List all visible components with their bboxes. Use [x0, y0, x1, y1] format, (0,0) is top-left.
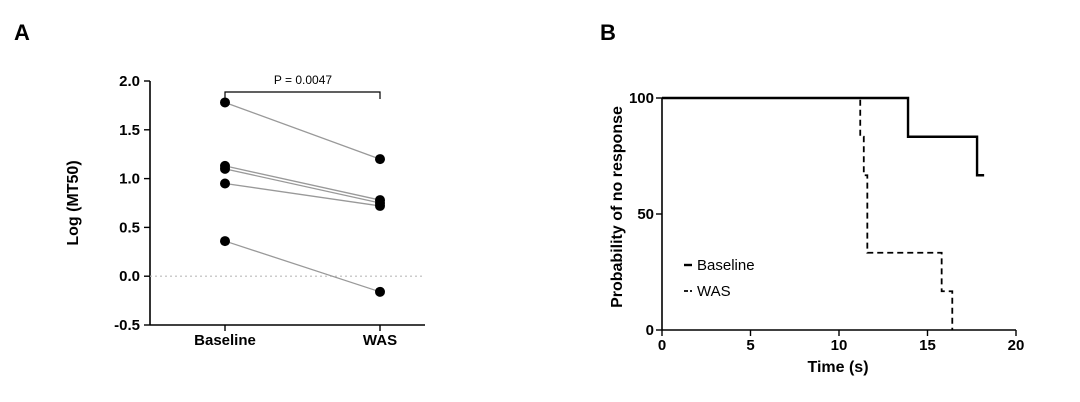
panel-a-y-axis-title: Log (MT50)	[65, 160, 82, 245]
panel-a-y-tick-label: 1.5	[119, 122, 140, 139]
panel-b-x-tick-label: 15	[919, 337, 936, 354]
panel-a-y-tick-label: 0.0	[119, 268, 140, 285]
panel-a-x-tick-label: WAS	[363, 332, 397, 349]
legend-label-baseline: Baseline	[697, 257, 755, 274]
panel-a-baseline-point	[220, 236, 230, 247]
panel-b-y-axis-title: Probability of no response	[609, 106, 626, 308]
panel-b: B Probability of no response Time (s) 10…	[600, 20, 1024, 376]
panel-a-y-tick-label: 2.0	[119, 73, 140, 90]
panel-b-x-tick-label: 0	[658, 337, 666, 354]
panel-a-axes	[149, 81, 425, 326]
panel-a-significance-bracket	[224, 91, 381, 99]
panel-b-label: B	[600, 20, 616, 45]
panel-a-baseline-point	[220, 163, 230, 174]
panel-a-y-tick-label: 1.0	[119, 171, 140, 188]
panel-a-baseline-point	[220, 97, 230, 108]
panel-a-baseline-point	[220, 178, 230, 189]
panel-a-y-tick-label: 0.5	[119, 219, 140, 236]
panel-a-was-point	[375, 286, 385, 297]
panel-a-y-tick-label: -0.5	[114, 317, 140, 334]
panel-a-pair-line	[224, 182, 381, 207]
panel-a-y-ticks: 2.0 1.5 1.0 0.5 0.0 -0.5	[114, 73, 150, 334]
panel-b-y-ticks: 100 50 0	[629, 90, 662, 339]
panel-a-p-value: P = 0.0047	[274, 73, 332, 87]
panel-a-pair-line	[224, 165, 381, 201]
panel-b-y-tick-label: 50	[637, 206, 654, 223]
panel-a-pair-line	[224, 240, 381, 293]
panel-a-x-ticks: Baseline WAS	[194, 325, 397, 349]
panel-a-x-tick-label: Baseline	[194, 332, 256, 349]
series-was-line	[662, 97, 954, 330]
panel-b-y-tick-label: 100	[629, 90, 654, 107]
panel-a-label: A	[14, 20, 30, 45]
panel-a-pair-line	[224, 168, 381, 204]
panel-b-series	[662, 96, 985, 330]
series-baseline-line	[662, 96, 985, 177]
panel-b-legend: Baseline WAS	[684, 257, 755, 300]
panel-a-pair-line	[224, 101, 381, 160]
panel-b-x-tick-label: 10	[831, 337, 848, 354]
panel-b-x-axis-title: Time (s)	[807, 359, 868, 376]
panel-b-x-tick-label: 5	[746, 337, 754, 354]
panel-a-points	[220, 97, 385, 297]
panel-a-paired-lines	[224, 101, 381, 293]
panel-a: A Log (MT50) 2.0 1.5 1.0 0.5 0.0 -0.5 Baselin…	[14, 20, 425, 349]
panel-b-y-tick-label: 0	[646, 322, 654, 339]
panel-b-x-ticks: 0 5 10 15 20	[658, 330, 1025, 354]
legend-label-was: WAS	[697, 283, 731, 300]
panel-a-bracket-line	[224, 91, 381, 99]
panel-a-was-point	[375, 154, 385, 165]
panel-b-x-tick-label: 20	[1008, 337, 1025, 354]
panel-a-was-point	[375, 200, 385, 211]
